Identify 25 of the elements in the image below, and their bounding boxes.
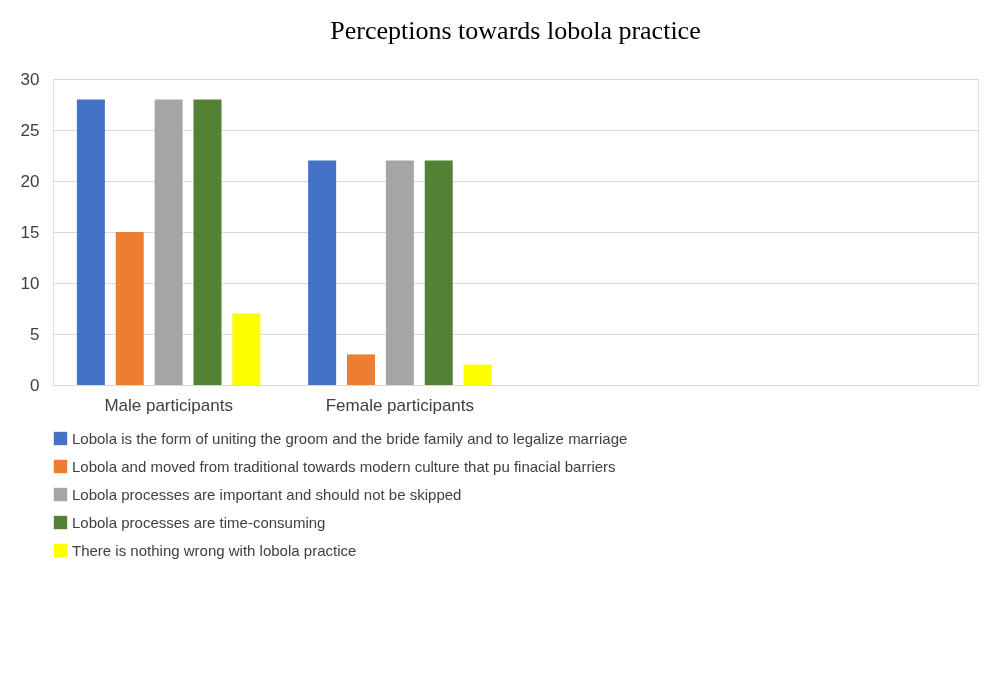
chart-title: Perceptions towards lobola practice <box>330 16 701 45</box>
legend-label: Lobola is the form of uniting the groom and the bride family and to legalize marriage <box>72 429 628 447</box>
y-tick-label: 5 <box>30 324 40 344</box>
bar <box>193 99 222 385</box>
bar <box>115 232 144 385</box>
bar <box>154 99 183 385</box>
y-tick-label: 20 <box>20 171 40 191</box>
x-tick-label: Male participants <box>104 395 233 415</box>
y-tick-label: 10 <box>20 273 40 293</box>
y-tick-label: 30 <box>20 69 40 89</box>
y-tick-label: 15 <box>20 222 40 242</box>
legend-label: Lobola processes are time-consuming <box>72 513 326 531</box>
bar <box>347 354 376 385</box>
bar <box>424 160 453 385</box>
legend-label: There is nothing wrong with lobola practice <box>72 541 357 559</box>
y-tick-label: 0 <box>30 375 40 395</box>
bar <box>76 99 105 385</box>
x-tick-label: Female participants <box>325 395 475 415</box>
bar <box>385 160 414 385</box>
bar <box>463 364 492 385</box>
bar <box>232 313 261 385</box>
bar <box>308 160 337 385</box>
legend-label: Lobola processes are important and should not be skipped <box>72 485 462 503</box>
legend-label: Lobola and moved from traditional towards modern culture that pu finacial barriers <box>72 457 616 475</box>
y-tick-label: 25 <box>20 120 40 140</box>
